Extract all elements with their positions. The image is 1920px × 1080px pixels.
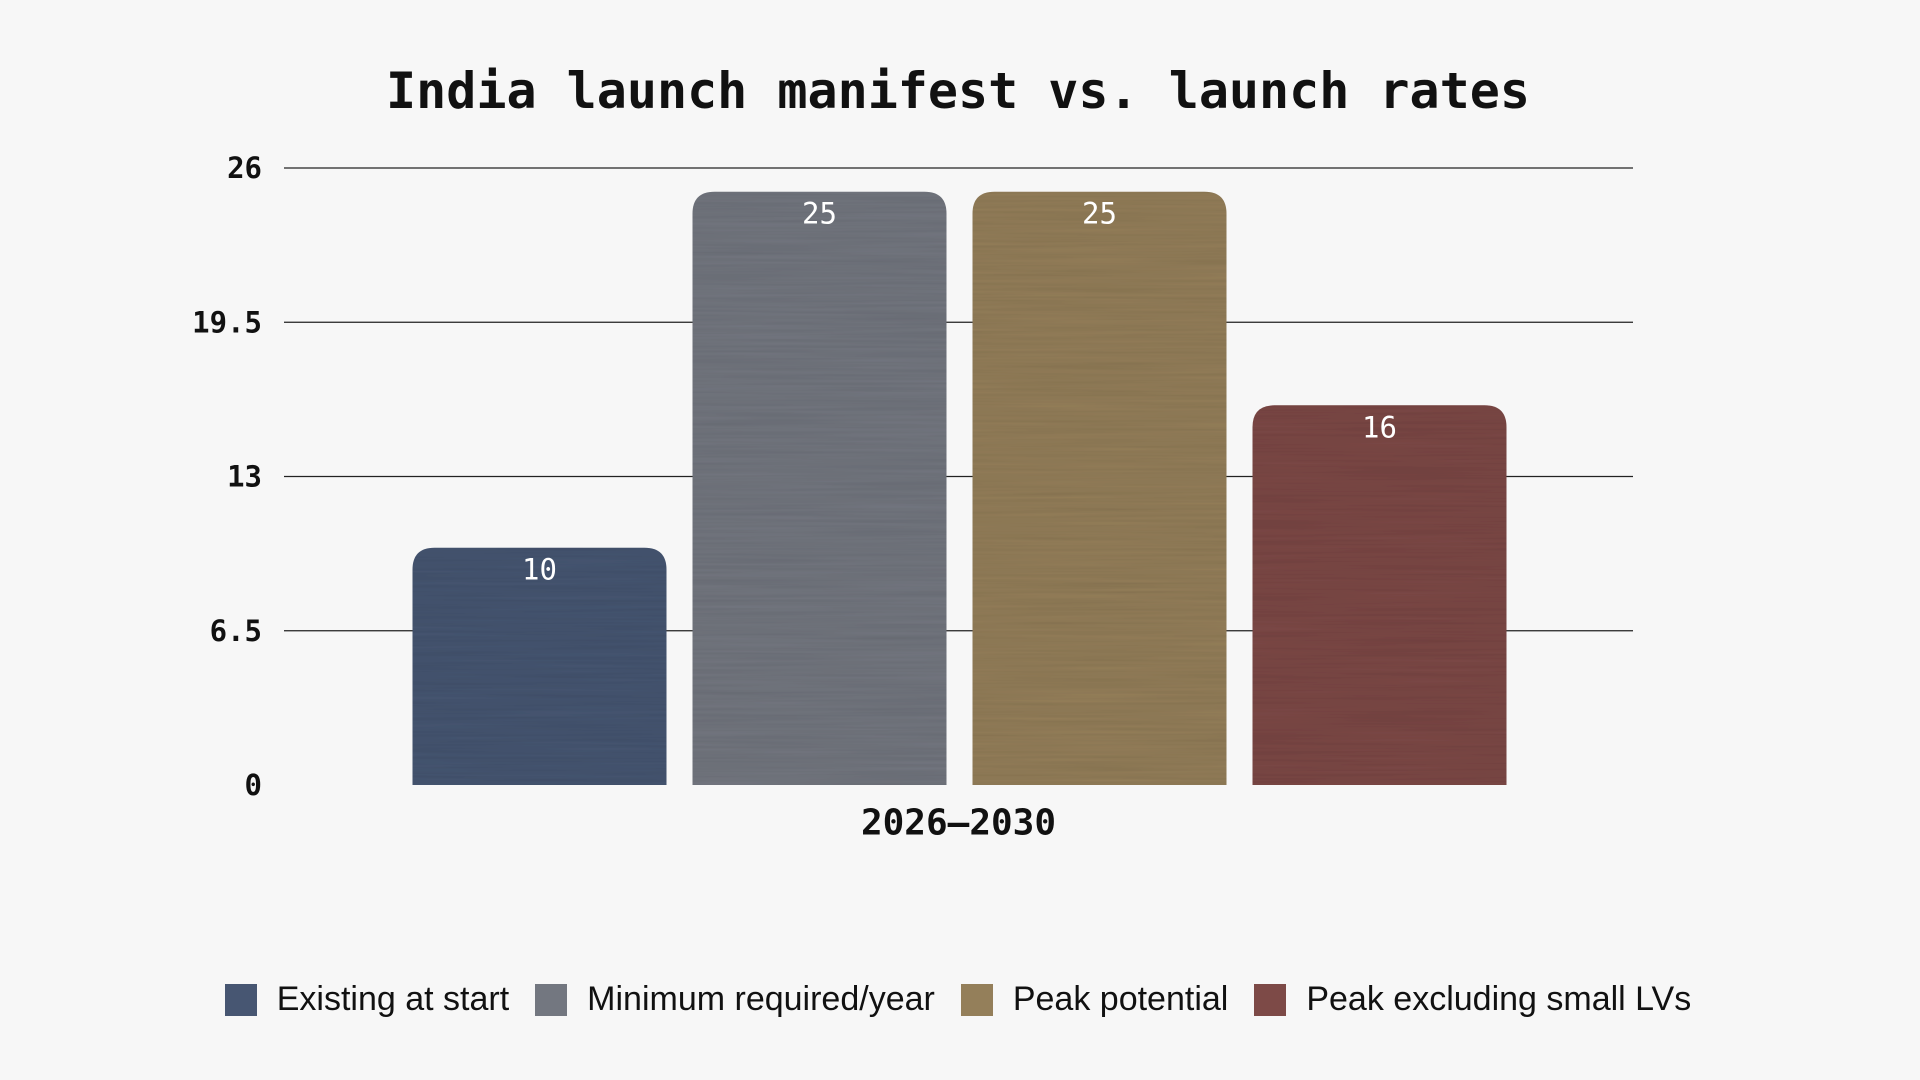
- legend-item: Existing at start: [224, 980, 510, 1019]
- y-tick-label: 13: [227, 460, 262, 494]
- legend-swatch: [1254, 983, 1287, 1016]
- legend-swatch: [224, 983, 257, 1016]
- bar: [412, 547, 667, 785]
- y-tick-label: 6.5: [210, 614, 262, 648]
- legend-label: Peak potential: [1012, 980, 1229, 1018]
- legend-label: Minimum required/year: [587, 980, 935, 1018]
- legend-item: Peak potential: [960, 980, 1229, 1019]
- y-tick-label: 26: [227, 151, 262, 185]
- bar: [972, 191, 1227, 785]
- legend-swatch: [535, 983, 568, 1016]
- legend-item: Minimum required/year: [535, 980, 935, 1019]
- bar: [1252, 405, 1507, 785]
- bar-value-label: 25: [802, 197, 837, 231]
- y-tick-label: 19.5: [192, 305, 262, 339]
- bar-chart: 0 6.5 13 19.5 26 10 25 25 16 2026–2030: [192, 151, 1633, 844]
- bar-value-label: 25: [1082, 197, 1117, 231]
- y-tick-label: 0: [245, 768, 262, 802]
- legend-label: Peak excluding small LVs: [1306, 980, 1692, 1018]
- legend-label: Existing at start: [276, 980, 510, 1018]
- labels: 0 6.5 13 19.5 26 10 25 25 16 2026–2030: [192, 151, 1397, 844]
- x-category-label: 2026–2030: [861, 803, 1056, 844]
- chart-title: India launch manifest vs. launch rates: [386, 62, 1530, 120]
- legend-swatch: [960, 983, 993, 1016]
- bar-value-label: 10: [522, 553, 557, 587]
- bars: [412, 191, 1507, 785]
- bar: [692, 191, 947, 785]
- legend-item: Peak excluding small LVs: [1254, 980, 1691, 1019]
- legend: Existing at start Minimum required/year Pe…: [0, 980, 1916, 1019]
- bar-value-label: 16: [1362, 410, 1397, 444]
